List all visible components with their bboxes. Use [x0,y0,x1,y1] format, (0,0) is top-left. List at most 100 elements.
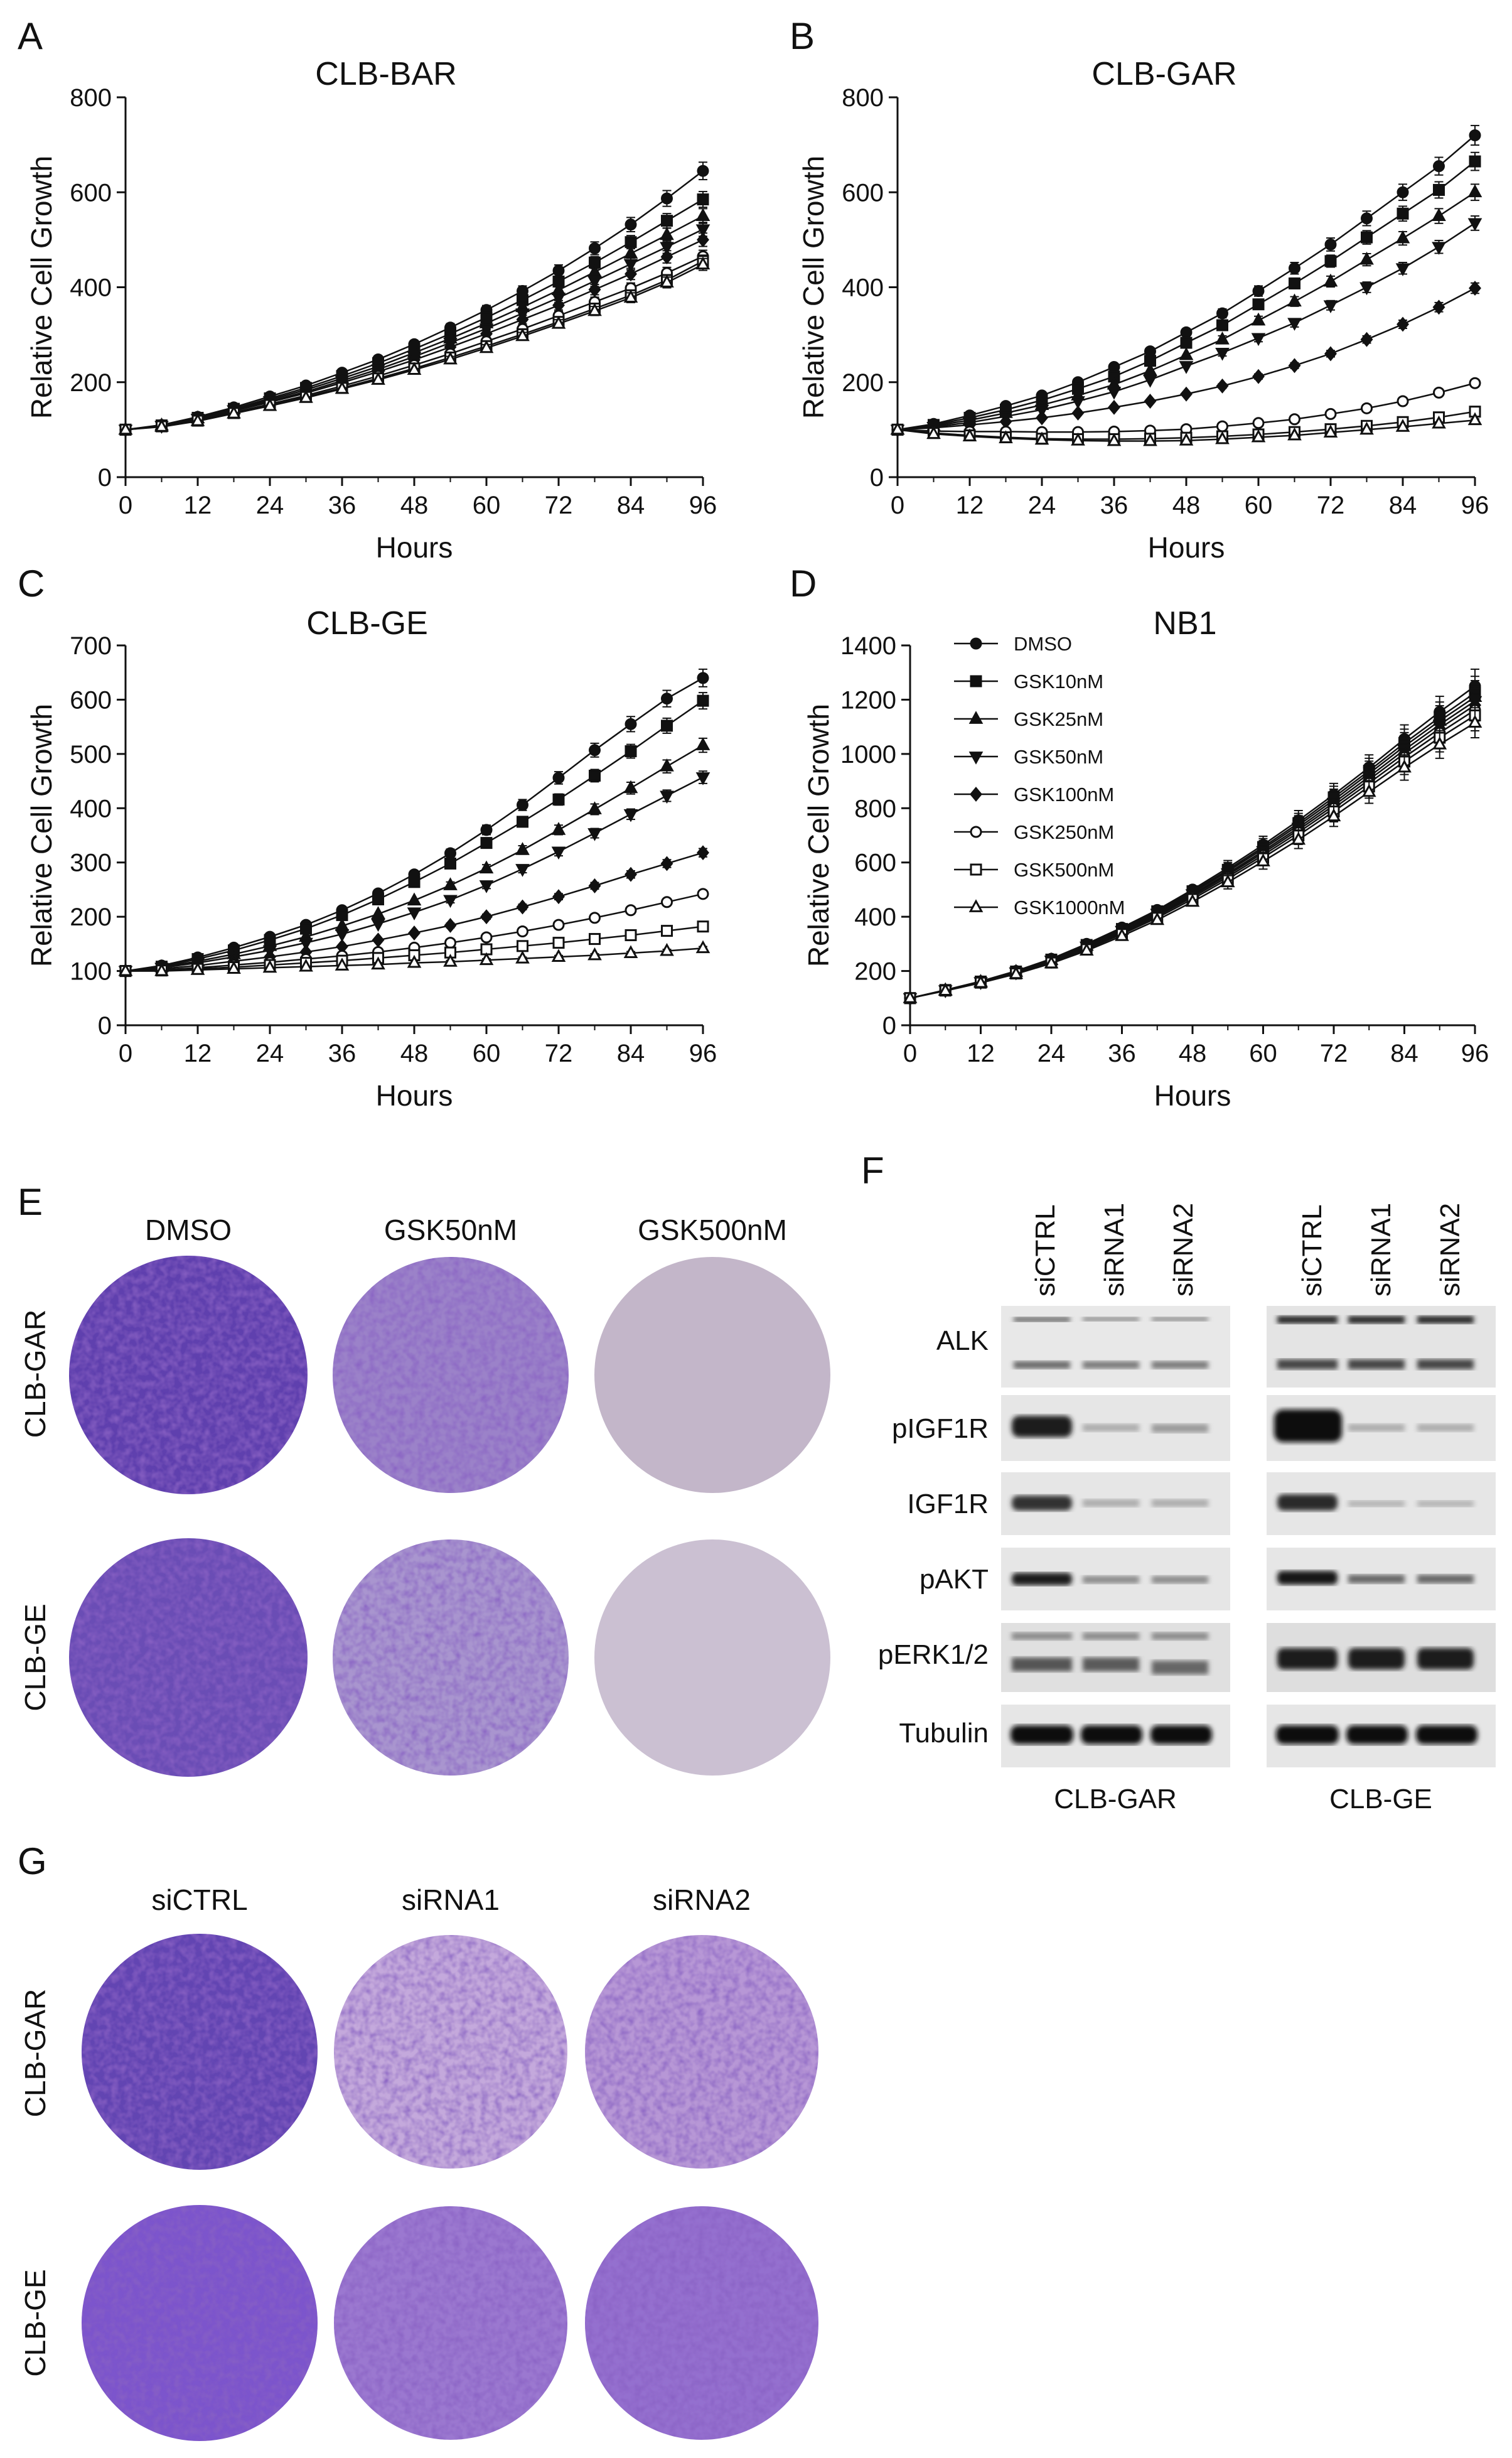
data-point [517,799,528,811]
chart-title: CLB-GE [306,605,428,642]
data-point [299,958,313,972]
data-point [372,932,385,948]
plate-g-gar-sictrl [82,1934,318,2170]
data-point [552,793,565,806]
data-point [1323,424,1338,438]
data-point [1108,399,1120,415]
data-point [407,907,422,920]
y-tick-label: 1400 [840,632,896,660]
panel-e: DMSO GSK50nM GSK500nM CLB-GAR CLB-GE [19,1214,830,1777]
legend-marker [968,899,984,912]
data-point [623,809,638,822]
data-point [1469,155,1481,168]
data-point [1220,874,1235,888]
data-point [1289,277,1300,289]
f-lane-gar-sictrl: siCTRL [1030,1204,1061,1296]
data-point [1036,410,1048,426]
data-point [1215,431,1230,445]
data-point [118,421,133,435]
data-point [552,937,565,949]
x-tick-label: 24 [256,1040,284,1067]
data-point [1252,417,1265,429]
e-row-label-clb-gar: CLB-GAR [19,1310,51,1438]
data-point [1395,419,1410,432]
series-gsk1000nm [118,940,710,976]
data-point [552,889,565,905]
panel-letter-d: D [790,563,817,605]
data-point [1433,386,1445,399]
g-row-label-clb-gar: CLB-GAR [19,1989,51,2117]
data-point [1467,412,1483,426]
data-point [589,744,601,757]
data-point [625,266,637,282]
x-tick-label: 84 [617,1040,645,1067]
data-point [1251,429,1266,443]
f-lane-gar-sirna1: siRNA1 [1099,1203,1130,1296]
series-gsk1000nm [118,256,710,435]
legend-marker [970,863,982,876]
legend-marker [968,711,984,724]
f-protein-perk: pERK1/2 [878,1639,989,1670]
y-tick-label: 500 [70,741,112,768]
legend-marker [970,787,982,802]
data-point [1143,433,1157,446]
data-point [625,904,637,917]
f-lane-gar-sirna2: siRNA2 [1168,1203,1199,1296]
data-point [1467,184,1483,198]
y-axis-label: Relative Cell Growth [802,704,835,967]
g-col-label-sictrl: siCTRL [151,1884,247,1916]
data-point [444,918,457,933]
e-row-label-clb-ge: CLB-GE [19,1604,51,1711]
data-point [1432,415,1446,429]
data-point [1397,186,1409,198]
blot-group-clb-ge [1267,1306,1496,1767]
data-point [1397,316,1409,332]
plate-e-ge-gsk50 [333,1539,569,1776]
x-tick-label: 0 [119,1040,132,1067]
data-point [371,906,385,919]
data-point [190,962,205,975]
y-axis-label: Relative Cell Growth [25,704,58,967]
x-tick-label: 96 [689,492,717,519]
data-point [1179,361,1194,374]
data-point [443,895,458,908]
e-col-label-dmso: DMSO [145,1214,232,1246]
x-tick-label: 24 [256,492,284,519]
data-point [938,983,953,996]
data-point [551,822,566,835]
series-gsk100nm [904,688,1481,1006]
data-point [587,947,602,961]
y-tick-label: 600 [854,849,896,877]
series-gsk10nm [904,676,1481,1005]
data-point [1326,808,1341,822]
plate-g-ge-sictrl [82,2205,318,2441]
y-tick-label: 0 [882,1012,896,1040]
data-point [1044,955,1059,969]
series-gsk25nm [903,680,1483,1003]
x-tick-label: 48 [1172,492,1201,519]
data-point [695,208,710,221]
data-point [1115,928,1129,941]
chart-title: NB1 [1153,605,1216,642]
data-point [660,758,674,772]
data-point [623,289,638,303]
data-point [552,772,565,784]
legend-marker [970,675,982,687]
data-point [661,192,673,205]
f-protein-tubulin: Tubulin [899,1718,989,1749]
data-point [697,232,709,247]
f-lane-ge-sirna2: siRNA2 [1435,1203,1466,1296]
data-point [695,940,710,954]
data-point [1432,736,1447,750]
series-gsk10nm [119,191,709,436]
x-tick-label: 24 [1028,492,1056,519]
y-tick-label: 600 [70,686,112,714]
legend-label: DMSO [1014,633,1072,655]
chart-clb-bar: CLB-BAR 0 200 400 600 800 0 12 24 36 48 60 72 84 96 Hou… [25,56,717,564]
f-group-label-clb-ge: CLB-GE [1329,1784,1432,1814]
data-point [227,961,241,974]
x-tick-label: 36 [1100,492,1129,519]
x-tick-label: 60 [473,1040,501,1067]
data-point [1397,759,1412,773]
x-axis-label: Hours [376,1079,453,1112]
